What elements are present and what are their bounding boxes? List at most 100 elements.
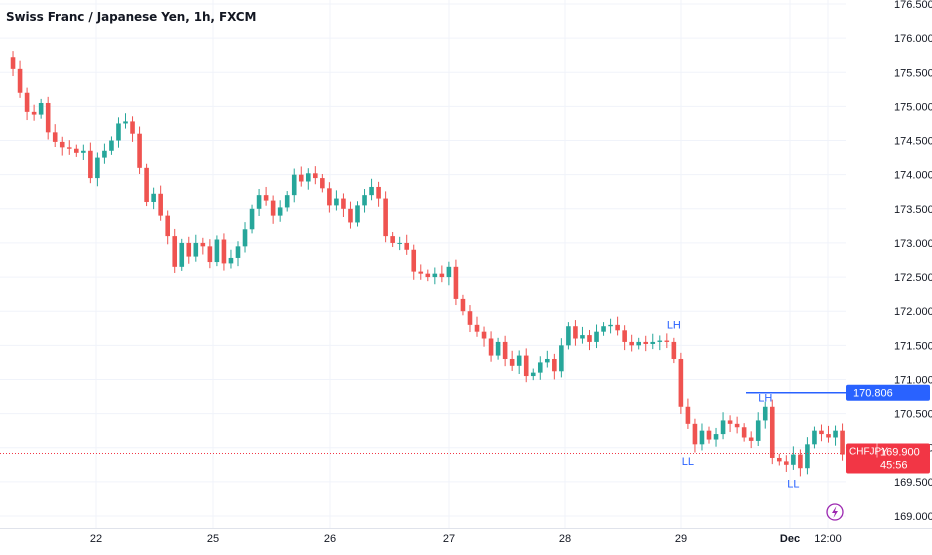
current-price-tag bbox=[846, 443, 930, 474]
candle-body-up bbox=[545, 358, 550, 363]
candle-body-down bbox=[629, 341, 634, 346]
candle-body-down bbox=[348, 208, 353, 223]
candle-body-down bbox=[341, 198, 346, 209]
candle-body-down bbox=[320, 178, 325, 189]
candle-body-up bbox=[242, 229, 248, 247]
candle-body-up bbox=[580, 335, 585, 339]
x-tick-label: 22 bbox=[90, 533, 102, 545]
candle-body-down bbox=[88, 150, 93, 179]
candle-body-up bbox=[193, 242, 199, 257]
x-tick-label: 29 bbox=[675, 533, 687, 545]
candle-body-down bbox=[488, 338, 494, 356]
candle-body-down bbox=[418, 271, 424, 274]
candle-body-up bbox=[38, 102, 44, 115]
candle-body-up bbox=[608, 324, 613, 327]
candle-body-down bbox=[158, 193, 163, 216]
y-tick-label: 169.000 bbox=[894, 511, 932, 523]
candle-body-down bbox=[172, 236, 178, 267]
lightning-bolt-glyph bbox=[832, 506, 838, 518]
candle-body-down bbox=[263, 195, 269, 201]
candle-body-down bbox=[467, 311, 473, 325]
candle-body-down bbox=[819, 430, 824, 435]
candle-body-down bbox=[587, 335, 592, 342]
candle-body-down bbox=[207, 246, 213, 263]
candle-body-up bbox=[833, 430, 838, 438]
chart-title: Swiss Franc / Japanese Yen, 1h, FXCM bbox=[6, 10, 257, 24]
candle-body-up bbox=[657, 340, 663, 342]
candle-body-down bbox=[664, 340, 670, 342]
candle-body-up bbox=[650, 341, 656, 344]
candle-body-down bbox=[453, 266, 459, 299]
annotation-label: LL bbox=[682, 456, 694, 468]
y-tick-label: 175.000 bbox=[894, 101, 932, 113]
level-price-label: 170.806 bbox=[853, 388, 893, 400]
candle-body-up bbox=[95, 157, 100, 179]
candle-body-up bbox=[256, 195, 262, 209]
x-tick-label: 28 bbox=[559, 533, 571, 545]
candle-body-up bbox=[446, 266, 452, 278]
y-tick-label: 176.000 bbox=[894, 33, 932, 45]
candle-body-up bbox=[594, 331, 599, 342]
candle-body-down bbox=[573, 326, 578, 339]
candle-body-down bbox=[59, 141, 65, 148]
candle-body-down bbox=[221, 239, 227, 264]
candle-body-up bbox=[812, 430, 817, 445]
candle-body-down bbox=[165, 215, 170, 237]
candle-body-down bbox=[45, 102, 51, 133]
candle-body-down bbox=[52, 132, 58, 142]
candle-body-up bbox=[334, 198, 339, 206]
candle-body-down bbox=[31, 111, 37, 115]
candle-body-up bbox=[566, 326, 571, 346]
candle-body-up bbox=[495, 341, 501, 356]
candle-body-up bbox=[235, 246, 241, 258]
candle-body-down bbox=[777, 457, 782, 462]
candle-body-down bbox=[509, 358, 515, 366]
candle-body-down bbox=[404, 242, 410, 250]
candle-body-down bbox=[826, 434, 831, 438]
candle-body-up bbox=[720, 420, 726, 435]
candle-body-up bbox=[151, 193, 156, 202]
candle-body-down bbox=[481, 331, 487, 339]
y-tick-label: 169.500 bbox=[894, 477, 932, 489]
candle-body-up bbox=[362, 195, 367, 206]
candle-body-up bbox=[791, 454, 796, 465]
y-tick-label: 176.500 bbox=[894, 0, 932, 11]
candle-body-down bbox=[692, 423, 698, 445]
candle-body-down bbox=[66, 147, 72, 149]
candle-body-down bbox=[784, 461, 789, 465]
candle-body-up bbox=[516, 355, 522, 366]
y-tick-label: 174.000 bbox=[894, 170, 932, 182]
candle-body-up bbox=[762, 406, 768, 421]
candle-body-down bbox=[186, 242, 192, 257]
x-tick-label: 26 bbox=[324, 533, 336, 545]
candle-body-down bbox=[74, 148, 79, 153]
candle-body-down bbox=[130, 121, 135, 134]
candle-body-up bbox=[116, 123, 121, 141]
candle-body-down bbox=[313, 173, 318, 179]
candle-body-up bbox=[601, 326, 606, 332]
candle-body-down bbox=[727, 420, 733, 424]
candle-body-up bbox=[397, 242, 402, 244]
candle-body-down bbox=[474, 324, 480, 332]
candle-body-down bbox=[137, 133, 142, 168]
candle-body-down bbox=[411, 249, 417, 272]
candle-body-down bbox=[439, 273, 445, 278]
candle-body-up bbox=[713, 434, 719, 440]
candle-body-up bbox=[755, 420, 761, 441]
candle-body-down bbox=[615, 324, 620, 331]
candle-body-up bbox=[214, 239, 220, 263]
annotation-label: LL bbox=[787, 478, 799, 490]
x-tick-label: 27 bbox=[443, 533, 455, 545]
level-price-tag bbox=[846, 384, 930, 401]
candle-body-up bbox=[355, 205, 360, 223]
candle-body-up bbox=[369, 186, 374, 196]
y-tick-label: 172.500 bbox=[894, 272, 932, 284]
candle-body-down bbox=[741, 427, 747, 438]
y-tick-label: 173.000 bbox=[894, 238, 932, 250]
x-tick-label: 25 bbox=[207, 533, 219, 545]
lightning-bolt-icon[interactable] bbox=[826, 503, 844, 521]
candle-body-down bbox=[685, 406, 691, 424]
annotation-label: LH bbox=[667, 319, 681, 331]
